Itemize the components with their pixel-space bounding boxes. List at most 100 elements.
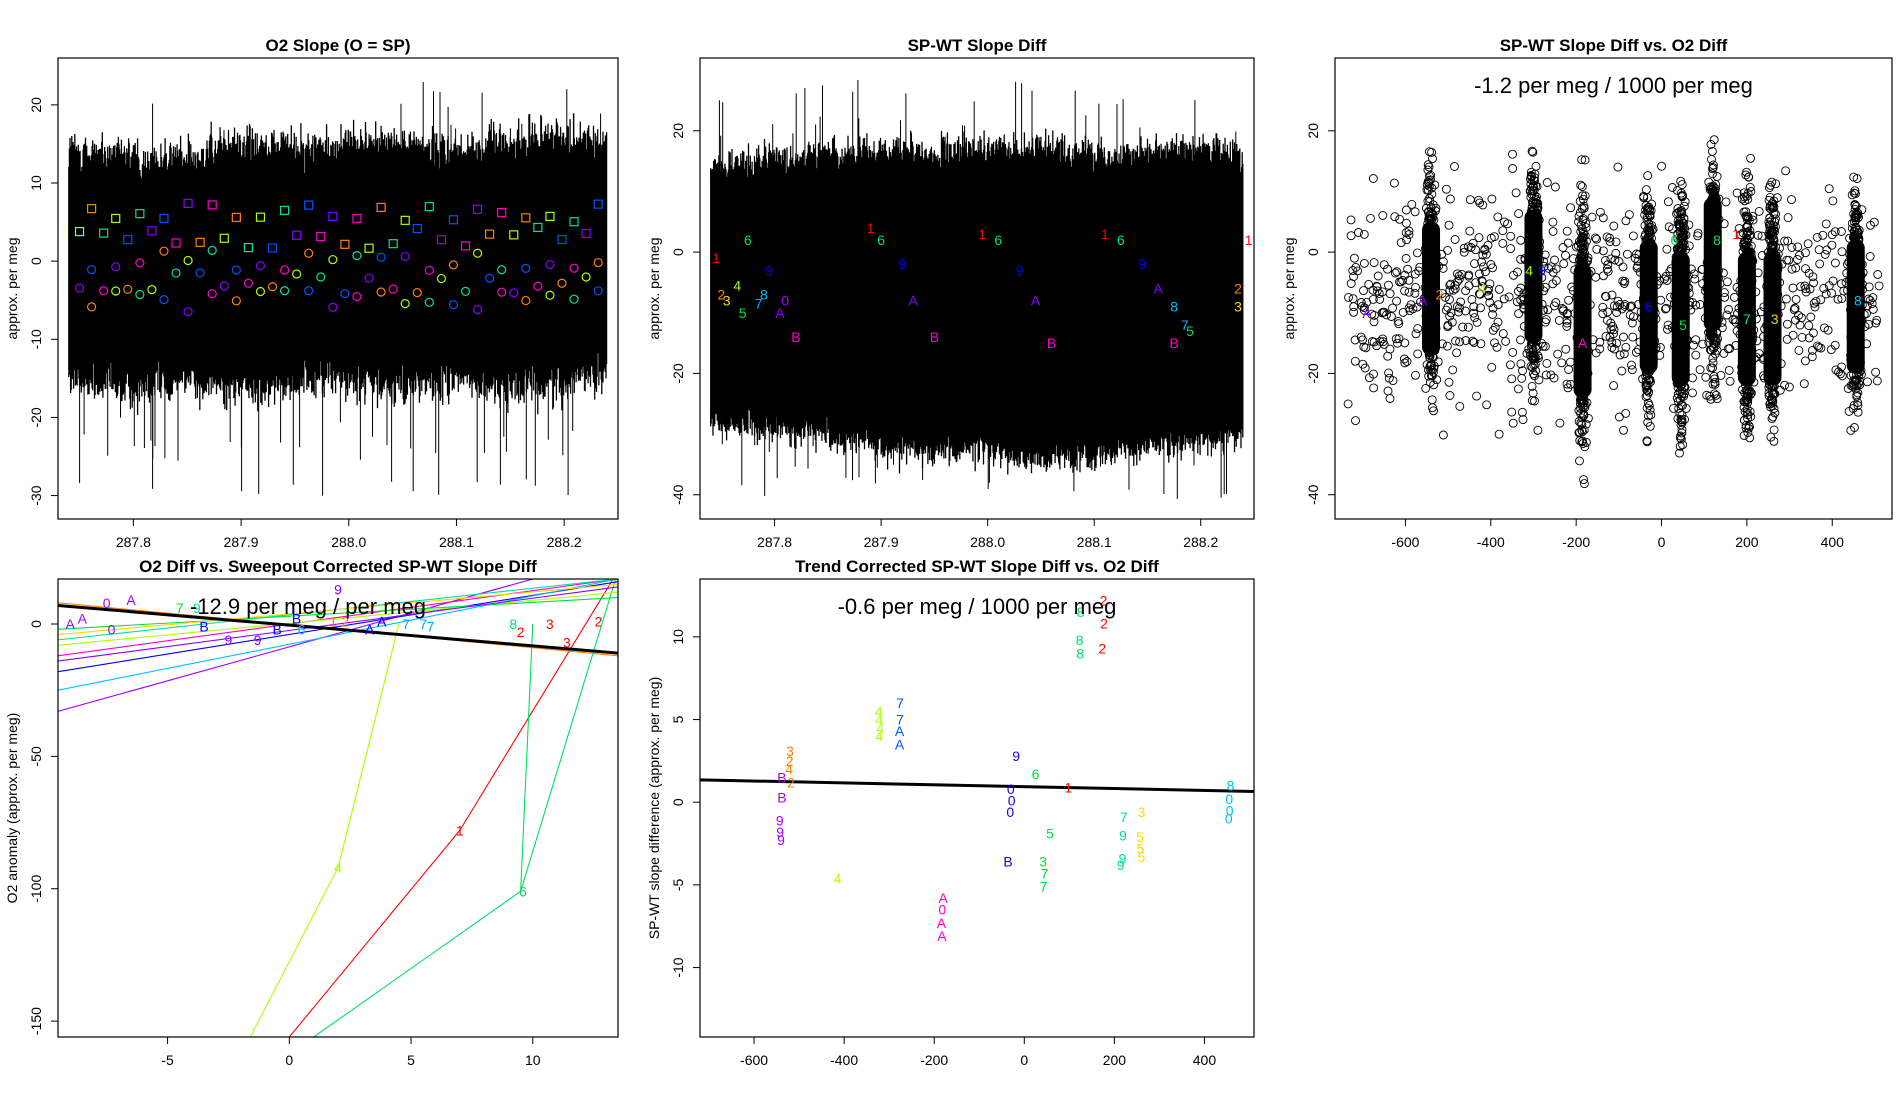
regression-line [313,890,521,1037]
regression-line [459,579,614,831]
point-label: 7 [427,619,435,635]
point-label: 7 [896,712,904,728]
point-label: A [377,613,387,629]
x-tick-label: 400 [1821,534,1845,550]
point-label: 5 [1046,826,1054,842]
point-label: 2 [717,287,725,303]
point-label: 7 [402,616,410,632]
point-label: 5 [1137,849,1145,865]
point-label: 1 [329,613,337,629]
point-label: 5 [1136,829,1144,845]
point-label: 7 [1040,879,1048,895]
point-label: B [930,329,939,345]
circle-marker [86,302,97,312]
x-tick-label: 200 [1103,1052,1127,1068]
square-marker [255,212,266,222]
circle-marker [569,294,579,304]
circle-marker [183,255,193,266]
x-tick-label: 287.9 [864,534,899,550]
regression-line [58,583,618,636]
circle-marker [255,261,266,271]
point-label: 1 [1101,226,1109,242]
regression-line [288,830,461,1037]
x-tick-label: 288.0 [331,534,366,550]
cluster-core [1846,239,1865,374]
point-label: B [292,611,301,627]
point-label: 1 [978,226,986,242]
point-label: 9 [1119,827,1127,843]
circle-marker [231,296,241,306]
y-tick-label: 0 [28,257,44,265]
point-label: 2 [1098,640,1106,656]
square-marker [388,239,398,249]
circle-marker [509,288,519,298]
circle-marker [557,278,567,288]
y-tick-label: -50 [28,746,44,766]
y-tick-label: 10 [670,629,686,645]
x-tick-label: -200 [1562,534,1590,550]
x-tick-label: 288.1 [1077,534,1112,550]
square-marker [497,207,507,218]
point-label: 0 [938,902,946,918]
square-marker [219,233,229,243]
y-tick-label: 0 [1305,248,1321,256]
square-marker [231,212,241,223]
circle-marker [352,292,362,302]
regression-line [249,867,339,1037]
point-label: A [1153,281,1163,297]
circle-marker [292,269,302,279]
circle-marker [195,268,205,278]
circle-marker [111,286,121,296]
circle-marker [304,286,314,296]
circle-marker [279,265,290,275]
point-label: 3 [723,293,731,309]
circle-marker [135,258,145,268]
regression-line [58,591,618,646]
y-tick-label: -20 [28,407,44,427]
point-label: 0 [1225,811,1233,827]
point-label: 6 [877,232,885,248]
regression-line [58,579,618,691]
point-label: 8 [1170,299,1178,315]
trend-line [58,603,618,655]
circle-marker [545,259,555,270]
x-tick-label: 400 [1193,1052,1217,1068]
point-label: 9 [765,262,773,278]
cluster-core [1639,239,1658,374]
point-label: 6 [1670,232,1678,248]
circle-marker [521,295,531,306]
point-label: 7 [176,600,184,616]
circle-marker [581,272,591,282]
point-label: 9 [1138,256,1146,272]
square-marker [292,230,302,240]
point-label: 9 [1016,262,1024,278]
point-label: 0 [1225,791,1233,807]
point-label: 9 [1117,857,1125,873]
spike-lines [718,80,1237,499]
square-marker [279,205,290,215]
circle-marker [593,257,603,268]
y-tick-label: -40 [670,484,686,504]
point-label: 9 [225,632,233,648]
circle-marker [460,286,471,296]
circle-marker [497,287,507,297]
circle-marker [207,289,217,299]
circle-marker [364,273,374,283]
circle-marker [207,245,217,255]
y-tick-label: 20 [28,97,44,113]
point-label: 1 [867,220,875,236]
point-label: 9 [193,600,201,616]
square-marker [340,239,350,249]
plot-area [68,82,608,496]
point-label: 2 [1436,287,1444,303]
point-label: 8 [1076,645,1084,661]
point-label: 6 [744,232,752,248]
point-label: 7 [1041,865,1049,881]
x-tick-label: 287.9 [224,534,259,550]
point-label: B [1047,335,1056,351]
square-marker [533,222,543,233]
y-tick-label: -20 [670,363,686,383]
